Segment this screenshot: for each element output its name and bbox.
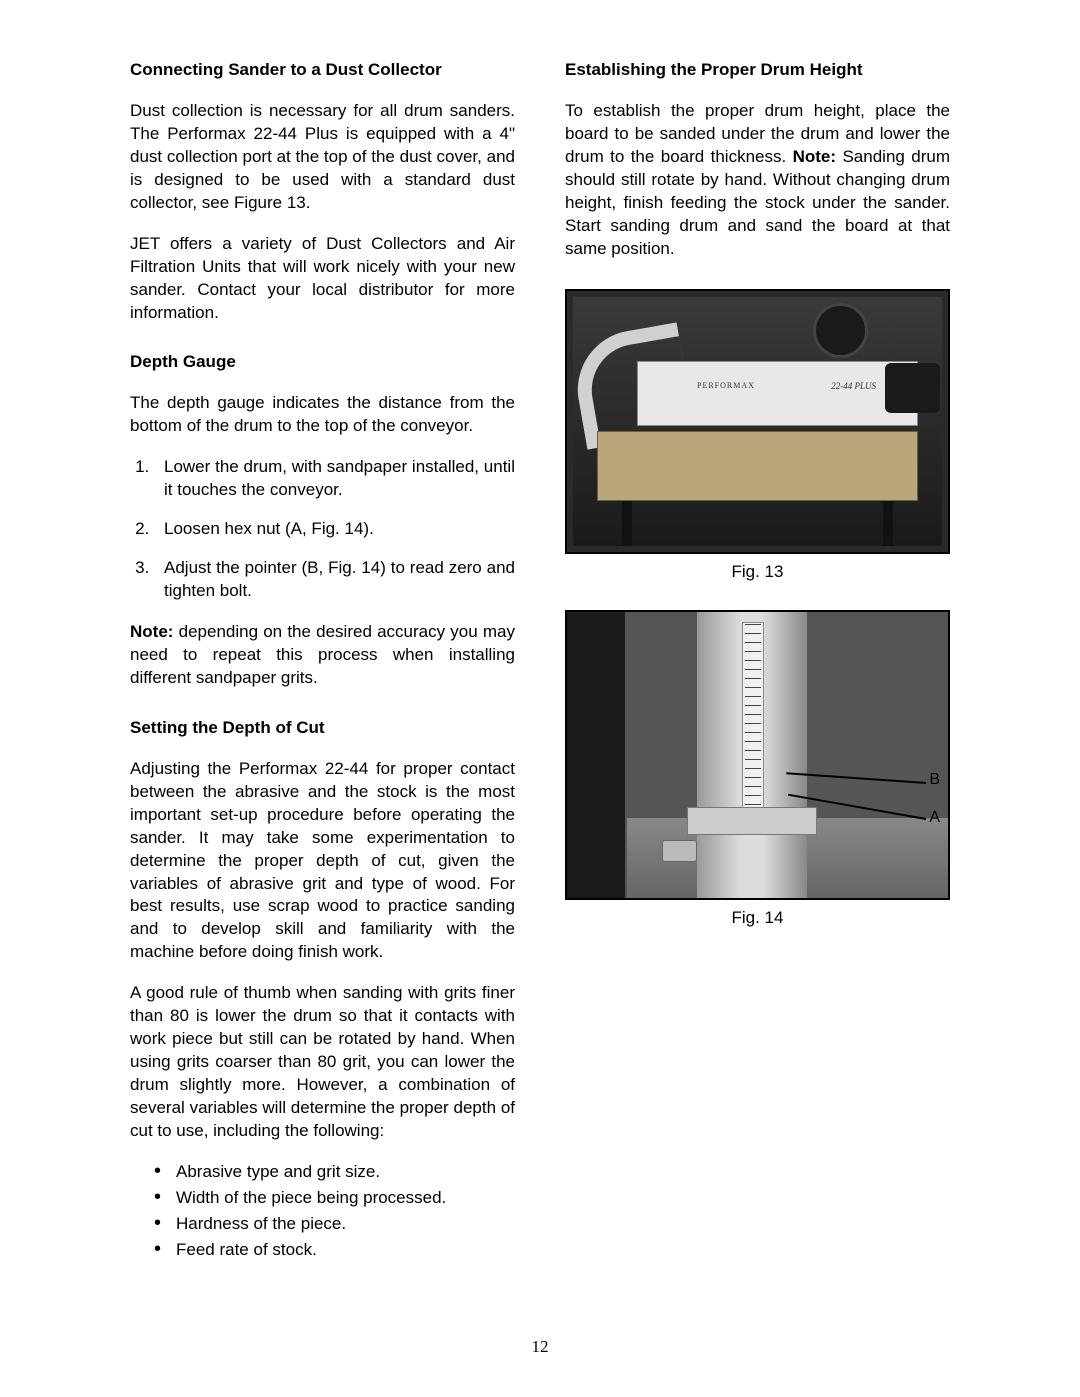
note-text: depending on the desired accuracy you ma… bbox=[130, 622, 515, 687]
figure-13: PERFORMAX 22-44 PLUS Fig. 13 bbox=[565, 289, 950, 582]
list-item: Lower the drum, with sandpaper installed… bbox=[154, 456, 515, 502]
left-column: Connecting Sander to a Dust Collector Du… bbox=[130, 60, 515, 1290]
list-item: Adjust the pointer (B, Fig. 14) to read … bbox=[154, 557, 515, 603]
heading-depth-of-cut: Setting the Depth of Cut bbox=[130, 718, 515, 738]
figure-13-image: PERFORMAX 22-44 PLUS bbox=[565, 289, 950, 554]
callout-line-b bbox=[786, 772, 926, 784]
figure-14-image: B A bbox=[565, 610, 950, 900]
photo-dark-region bbox=[567, 612, 625, 898]
figure-13-caption: Fig. 13 bbox=[565, 562, 950, 582]
ordered-list: Lower the drum, with sandpaper installed… bbox=[130, 456, 515, 603]
figure-14: B A Fig. 14 bbox=[565, 610, 950, 928]
page-number: 12 bbox=[0, 1337, 1080, 1357]
right-column: Establishing the Proper Drum Height To e… bbox=[565, 60, 950, 1290]
paragraph: To establish the proper drum height, pla… bbox=[565, 100, 950, 261]
callout-letter-a: A bbox=[929, 809, 940, 827]
list-item: Loosen hex nut (A, Fig. 14). bbox=[154, 518, 515, 541]
paragraph: JET offers a variety of Dust Collectors … bbox=[130, 233, 515, 325]
list-item: Width of the piece being processed. bbox=[154, 1187, 515, 1210]
note-label: Note: bbox=[793, 147, 836, 166]
scale-ticks-icon bbox=[745, 624, 761, 810]
section-depth-gauge: Depth Gauge The depth gauge indicates th… bbox=[130, 352, 515, 689]
bullet-list: Abrasive type and grit size. Width of th… bbox=[130, 1161, 515, 1262]
paragraph: A good rule of thumb when sanding with g… bbox=[130, 982, 515, 1143]
section-depth-of-cut: Setting the Depth of Cut Adjusting the P… bbox=[130, 718, 515, 1262]
section-dust-collector: Connecting Sander to a Dust Collector Du… bbox=[130, 60, 515, 324]
model-label: 22-44 PLUS bbox=[831, 381, 876, 391]
list-item: Feed rate of stock. bbox=[154, 1239, 515, 1262]
stand-legs-icon bbox=[622, 501, 893, 546]
list-item: Abrasive type and grit size. bbox=[154, 1161, 515, 1184]
hex-nut-icon bbox=[662, 840, 697, 862]
note-label: Note: bbox=[130, 622, 173, 641]
page-content: Connecting Sander to a Dust Collector Du… bbox=[130, 60, 950, 1290]
paragraph: Dust collection is necessary for all dru… bbox=[130, 100, 515, 215]
callout-letter-b: B bbox=[929, 771, 940, 789]
motor-icon bbox=[885, 363, 940, 413]
paragraph: Adjusting the Performax 22-44 for proper… bbox=[130, 758, 515, 964]
note-paragraph: Note: depending on the desired accuracy … bbox=[130, 621, 515, 690]
paragraph: The depth gauge indicates the distance f… bbox=[130, 392, 515, 438]
conveyor-table-icon bbox=[597, 431, 918, 501]
pointer-bracket-icon bbox=[687, 807, 817, 835]
section-drum-height: Establishing the Proper Drum Height To e… bbox=[565, 60, 950, 261]
heading-drum-height: Establishing the Proper Drum Height bbox=[565, 60, 950, 80]
list-item: Hardness of the piece. bbox=[154, 1213, 515, 1236]
sander-body-icon bbox=[637, 361, 918, 426]
heading-dust-collector: Connecting Sander to a Dust Collector bbox=[130, 60, 515, 80]
heading-depth-gauge: Depth Gauge bbox=[130, 352, 515, 372]
brand-label: PERFORMAX bbox=[697, 381, 755, 390]
handwheel-icon bbox=[813, 303, 868, 358]
figure-14-caption: Fig. 14 bbox=[565, 908, 950, 928]
